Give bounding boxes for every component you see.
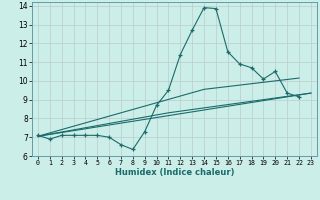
X-axis label: Humidex (Indice chaleur): Humidex (Indice chaleur) [115, 168, 234, 177]
